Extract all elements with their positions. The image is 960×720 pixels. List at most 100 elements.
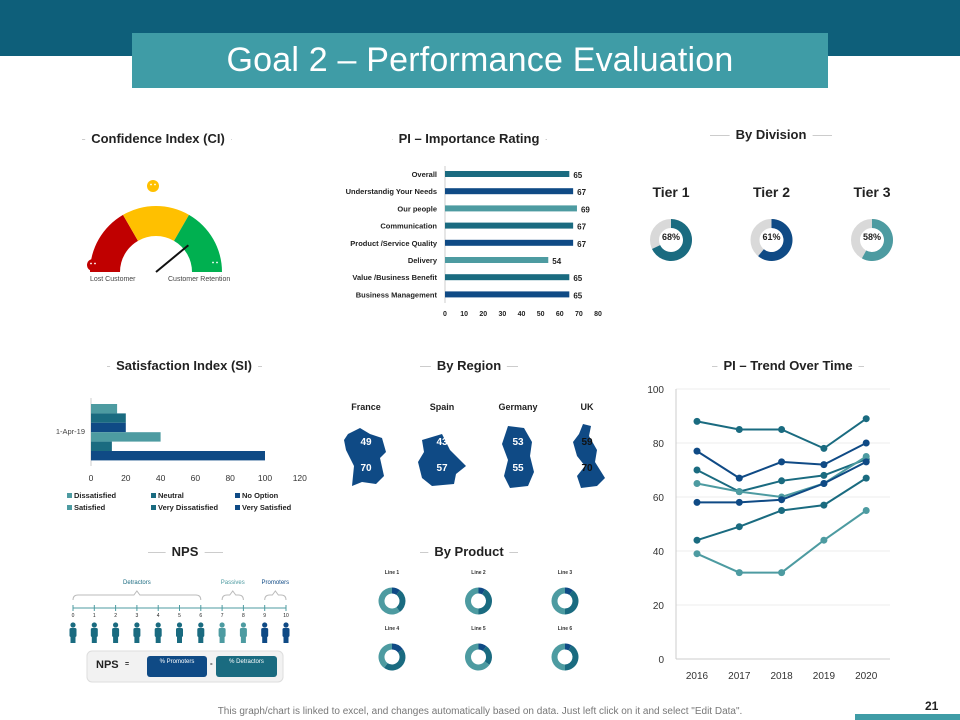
- si-tick-label: 100: [258, 473, 272, 483]
- legend-swatch: [67, 505, 72, 510]
- product-donut-segment: [482, 646, 493, 665]
- pi-tick-label: 50: [537, 311, 545, 318]
- trend-point: [693, 466, 701, 474]
- product-donut-segment: [392, 643, 403, 653]
- person-icon-body: [239, 628, 247, 637]
- product-donut-segment: [551, 587, 565, 615]
- nps-equals: =: [125, 661, 130, 668]
- trend-point: [820, 471, 828, 479]
- tier-percent: 68%: [661, 232, 680, 242]
- region-value-bottom: 70: [581, 463, 593, 474]
- region-label: Spain: [429, 402, 455, 412]
- person-icon-legs: [177, 636, 182, 643]
- trend-point: [862, 458, 870, 466]
- trend-point: [820, 536, 828, 544]
- trend-y-tick: 40: [653, 547, 665, 558]
- eye: [154, 183, 156, 186]
- trend-point: [735, 474, 743, 482]
- si-legend-label: Very Dissatisfied: [158, 503, 218, 512]
- nps-group-label-passives: Passives: [220, 580, 245, 586]
- nps-scale-number: 8: [242, 613, 245, 619]
- person-icon: [176, 622, 183, 628]
- si-tick-label: 120: [293, 473, 307, 483]
- pi-category-label: Overall: [412, 170, 437, 179]
- pi-category-label: Communication: [380, 222, 437, 231]
- legend-swatch: [151, 505, 156, 510]
- section-title-region: By Region: [430, 358, 508, 373]
- region-map-spain: [418, 434, 466, 486]
- si-category-label: 1-Apr-19: [56, 427, 85, 436]
- nps-scale-number: 10: [283, 613, 289, 619]
- pi-value-label: 65: [573, 291, 582, 300]
- product-donut-segment: [565, 645, 579, 671]
- trend-point: [693, 550, 701, 558]
- region-value-bottom: 55: [512, 463, 524, 474]
- pi-value-label: 65: [573, 171, 582, 180]
- product-donut-segment: [478, 587, 486, 595]
- si-bar: [91, 451, 265, 461]
- product-donut-segment: [565, 643, 572, 651]
- product-line-label: Line 1: [384, 570, 400, 576]
- person-icon-legs: [70, 636, 76, 643]
- region-label: France: [351, 402, 381, 412]
- trend-point: [820, 501, 828, 509]
- happy-face-icon: [209, 258, 221, 270]
- promoters-box: % Promoters: [147, 656, 207, 677]
- trend-x-tick: 2017: [728, 671, 751, 682]
- legend-swatch: [151, 493, 156, 498]
- si-bar: [91, 413, 126, 423]
- pi-category-label: Product /Service Quality: [350, 239, 438, 248]
- section-title-ci: Confidence Index (CI): [85, 131, 231, 146]
- trend-y-tick: 60: [653, 493, 665, 504]
- trend-x-tick: 2018: [770, 671, 793, 682]
- pi-bar: [445, 205, 577, 212]
- legend-swatch: [67, 493, 72, 498]
- product-donut-segment: [384, 649, 406, 671]
- gauge-left-label: Lost Customer: [90, 276, 136, 283]
- person-icon-legs: [113, 636, 119, 643]
- pi-bar: [445, 171, 570, 177]
- si-tick-label: 0: [89, 473, 94, 483]
- trend-point: [820, 461, 828, 469]
- slide-title: Goal 2 – Performance Evaluation: [132, 33, 828, 88]
- trend-series-line: [696, 509, 867, 574]
- trend-point: [862, 507, 870, 514]
- person-icon: [91, 622, 97, 628]
- detractors-box: % Detractors: [216, 656, 277, 677]
- trend-point: [693, 480, 701, 487]
- region-value-top: 53: [512, 437, 524, 448]
- person-icon-body: [90, 628, 98, 637]
- pi-tick-label: 20: [479, 311, 487, 318]
- trend-point: [862, 453, 870, 460]
- gauge-right-label: Customer Retention: [168, 276, 231, 283]
- product-donut-segment: [478, 643, 487, 651]
- product-donut-segment: [565, 587, 573, 595]
- product-donut-segment: [478, 589, 492, 615]
- nps-group-label-detractors: Detractors: [123, 580, 151, 586]
- tier-donut-fill: [758, 219, 793, 261]
- tier-percent: 58%: [862, 232, 881, 242]
- pi-tick-label: 70: [575, 311, 583, 318]
- person-icon: [134, 622, 140, 628]
- trend-point: [778, 458, 786, 466]
- person-icon-legs: [262, 636, 268, 643]
- product-line-label: Line 5: [471, 626, 486, 632]
- pi-category-label: Business Management: [356, 290, 438, 299]
- nps-minus: -: [210, 659, 213, 668]
- si-bar: [91, 404, 118, 414]
- pi-tick-label: 40: [518, 311, 526, 318]
- footer-accent-bar: [855, 714, 960, 720]
- nps-brace: [221, 590, 244, 601]
- nps-scale-number: 9: [263, 613, 266, 619]
- nps-brace: [72, 590, 202, 601]
- page-number: 21: [925, 699, 939, 713]
- si-legend-label: Satisfied: [74, 503, 106, 512]
- person-icon: [240, 622, 246, 628]
- nps-scale-number: 4: [157, 613, 160, 619]
- person-icon-legs: [155, 636, 161, 643]
- trend-point: [820, 444, 828, 452]
- person-icon: [155, 622, 161, 628]
- trend-y-tick: 0: [658, 655, 664, 666]
- person-icon-legs: [91, 636, 97, 643]
- eye: [150, 183, 152, 186]
